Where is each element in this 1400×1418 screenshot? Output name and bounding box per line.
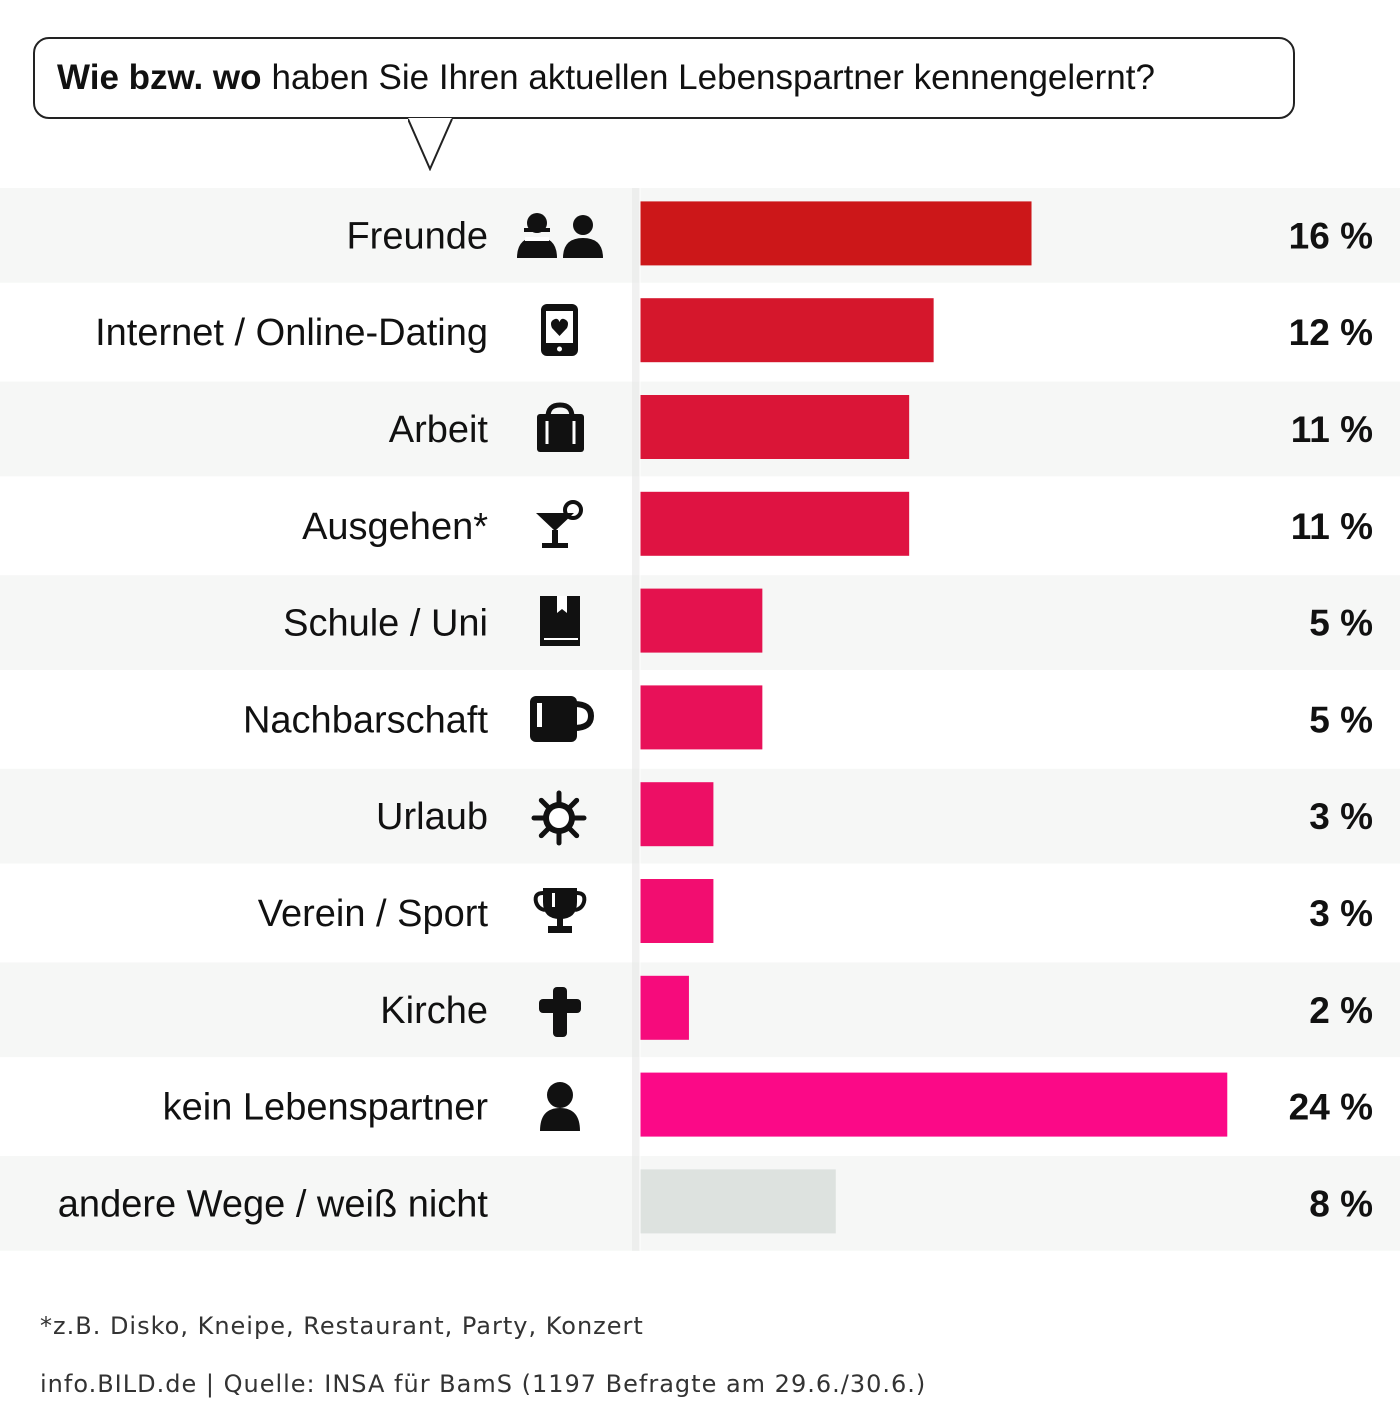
friends-icon xyxy=(517,213,603,258)
bar xyxy=(640,201,1032,266)
chart-row: Schule / Uni 5 % xyxy=(0,575,1400,672)
bar xyxy=(640,298,934,363)
category-label: Internet / Online-Dating xyxy=(95,312,488,354)
speech-bubble-tail xyxy=(408,118,453,171)
category-label: Ausgehen* xyxy=(302,506,488,548)
category-label: Nachbarschaft xyxy=(243,699,488,741)
row-separator xyxy=(0,573,1400,576)
row-background xyxy=(0,962,1400,1058)
chart-row: Ausgehen* 11 % xyxy=(0,491,1400,576)
row-separator xyxy=(0,670,1400,672)
person-icon xyxy=(540,1082,580,1131)
question-bold: Wie bzw. wo xyxy=(57,58,262,97)
axis-shadow xyxy=(632,188,640,1251)
row-separator xyxy=(0,476,1400,479)
cocktail-icon xyxy=(536,500,583,548)
category-label: Urlaub xyxy=(376,796,488,838)
value-label: 5 % xyxy=(1309,699,1373,740)
briefcase-icon xyxy=(537,402,584,452)
value-label: 11 % xyxy=(1291,409,1373,450)
value-label: 8 % xyxy=(1309,1183,1373,1224)
value-label: 2 % xyxy=(1309,990,1373,1031)
bar xyxy=(640,685,763,750)
row-separator xyxy=(0,766,1400,769)
category-label: Arbeit xyxy=(389,409,489,451)
category-label: andere Wege / weiß nicht xyxy=(58,1183,489,1225)
bar xyxy=(640,1169,836,1234)
bar xyxy=(640,395,910,459)
bar xyxy=(640,782,714,847)
chart-row: Urlaub 3 % xyxy=(0,768,1400,866)
chart-row: Arbeit 11 % xyxy=(0,381,1400,479)
cross-icon xyxy=(539,987,581,1037)
category-label: Verein / Sport xyxy=(258,893,489,935)
phone-heart-icon xyxy=(541,304,578,356)
sun-icon xyxy=(531,790,587,846)
row-separator xyxy=(0,863,1400,866)
mug-icon xyxy=(530,696,595,742)
category-label: Kirche xyxy=(380,990,488,1032)
category-label: Schule / Uni xyxy=(283,603,488,645)
value-label: 24 % xyxy=(1289,1087,1373,1128)
chart-row: Freunde 16 % xyxy=(0,188,1400,285)
chart-row: Verein / Sport 3 % xyxy=(0,879,1400,963)
trophy-icon xyxy=(533,888,587,933)
chart-row: Nachbarschaft 5 % xyxy=(0,685,1400,769)
value-label: 16 % xyxy=(1289,215,1373,256)
value-label: 11 % xyxy=(1291,506,1373,547)
question-bubble: Wie bzw. wo haben Sie Ihren aktuellen Le… xyxy=(33,37,1295,119)
row-separator xyxy=(0,1250,1400,1253)
footnote-source: info.BILD.de | Quelle: INSA für BamS (11… xyxy=(40,1370,927,1398)
row-separator xyxy=(0,1154,1400,1156)
category-label: kein Lebenspartner xyxy=(163,1087,489,1129)
chart-row: Kirche 2 % xyxy=(0,962,1400,1060)
row-separator xyxy=(0,379,1400,382)
row-separator xyxy=(0,1057,1400,1060)
value-label: 3 % xyxy=(1309,893,1373,934)
value-label: 3 % xyxy=(1309,796,1373,837)
row-separator xyxy=(0,960,1400,963)
bar xyxy=(640,975,689,1040)
bar xyxy=(640,879,714,943)
chart-row: andere Wege / weiß nicht 8 % xyxy=(0,1156,1400,1253)
question-text: haben Sie Ihren aktuellen Lebenspartner … xyxy=(271,58,1155,97)
bar xyxy=(640,1072,1228,1137)
footnote-asterisk: *z.B. Disko, Kneipe, Restaurant, Party, … xyxy=(40,1312,644,1340)
bar xyxy=(640,491,910,556)
chart-row: Internet / Online-Dating 12 % xyxy=(0,298,1400,382)
category-label: Freunde xyxy=(346,215,488,257)
book-icon xyxy=(540,596,580,646)
bar xyxy=(640,588,763,653)
value-label: 5 % xyxy=(1309,603,1373,644)
value-label: 12 % xyxy=(1289,312,1373,353)
row-separator xyxy=(0,282,1400,285)
chart-row: kein Lebenspartner 24 % xyxy=(0,1072,1400,1156)
